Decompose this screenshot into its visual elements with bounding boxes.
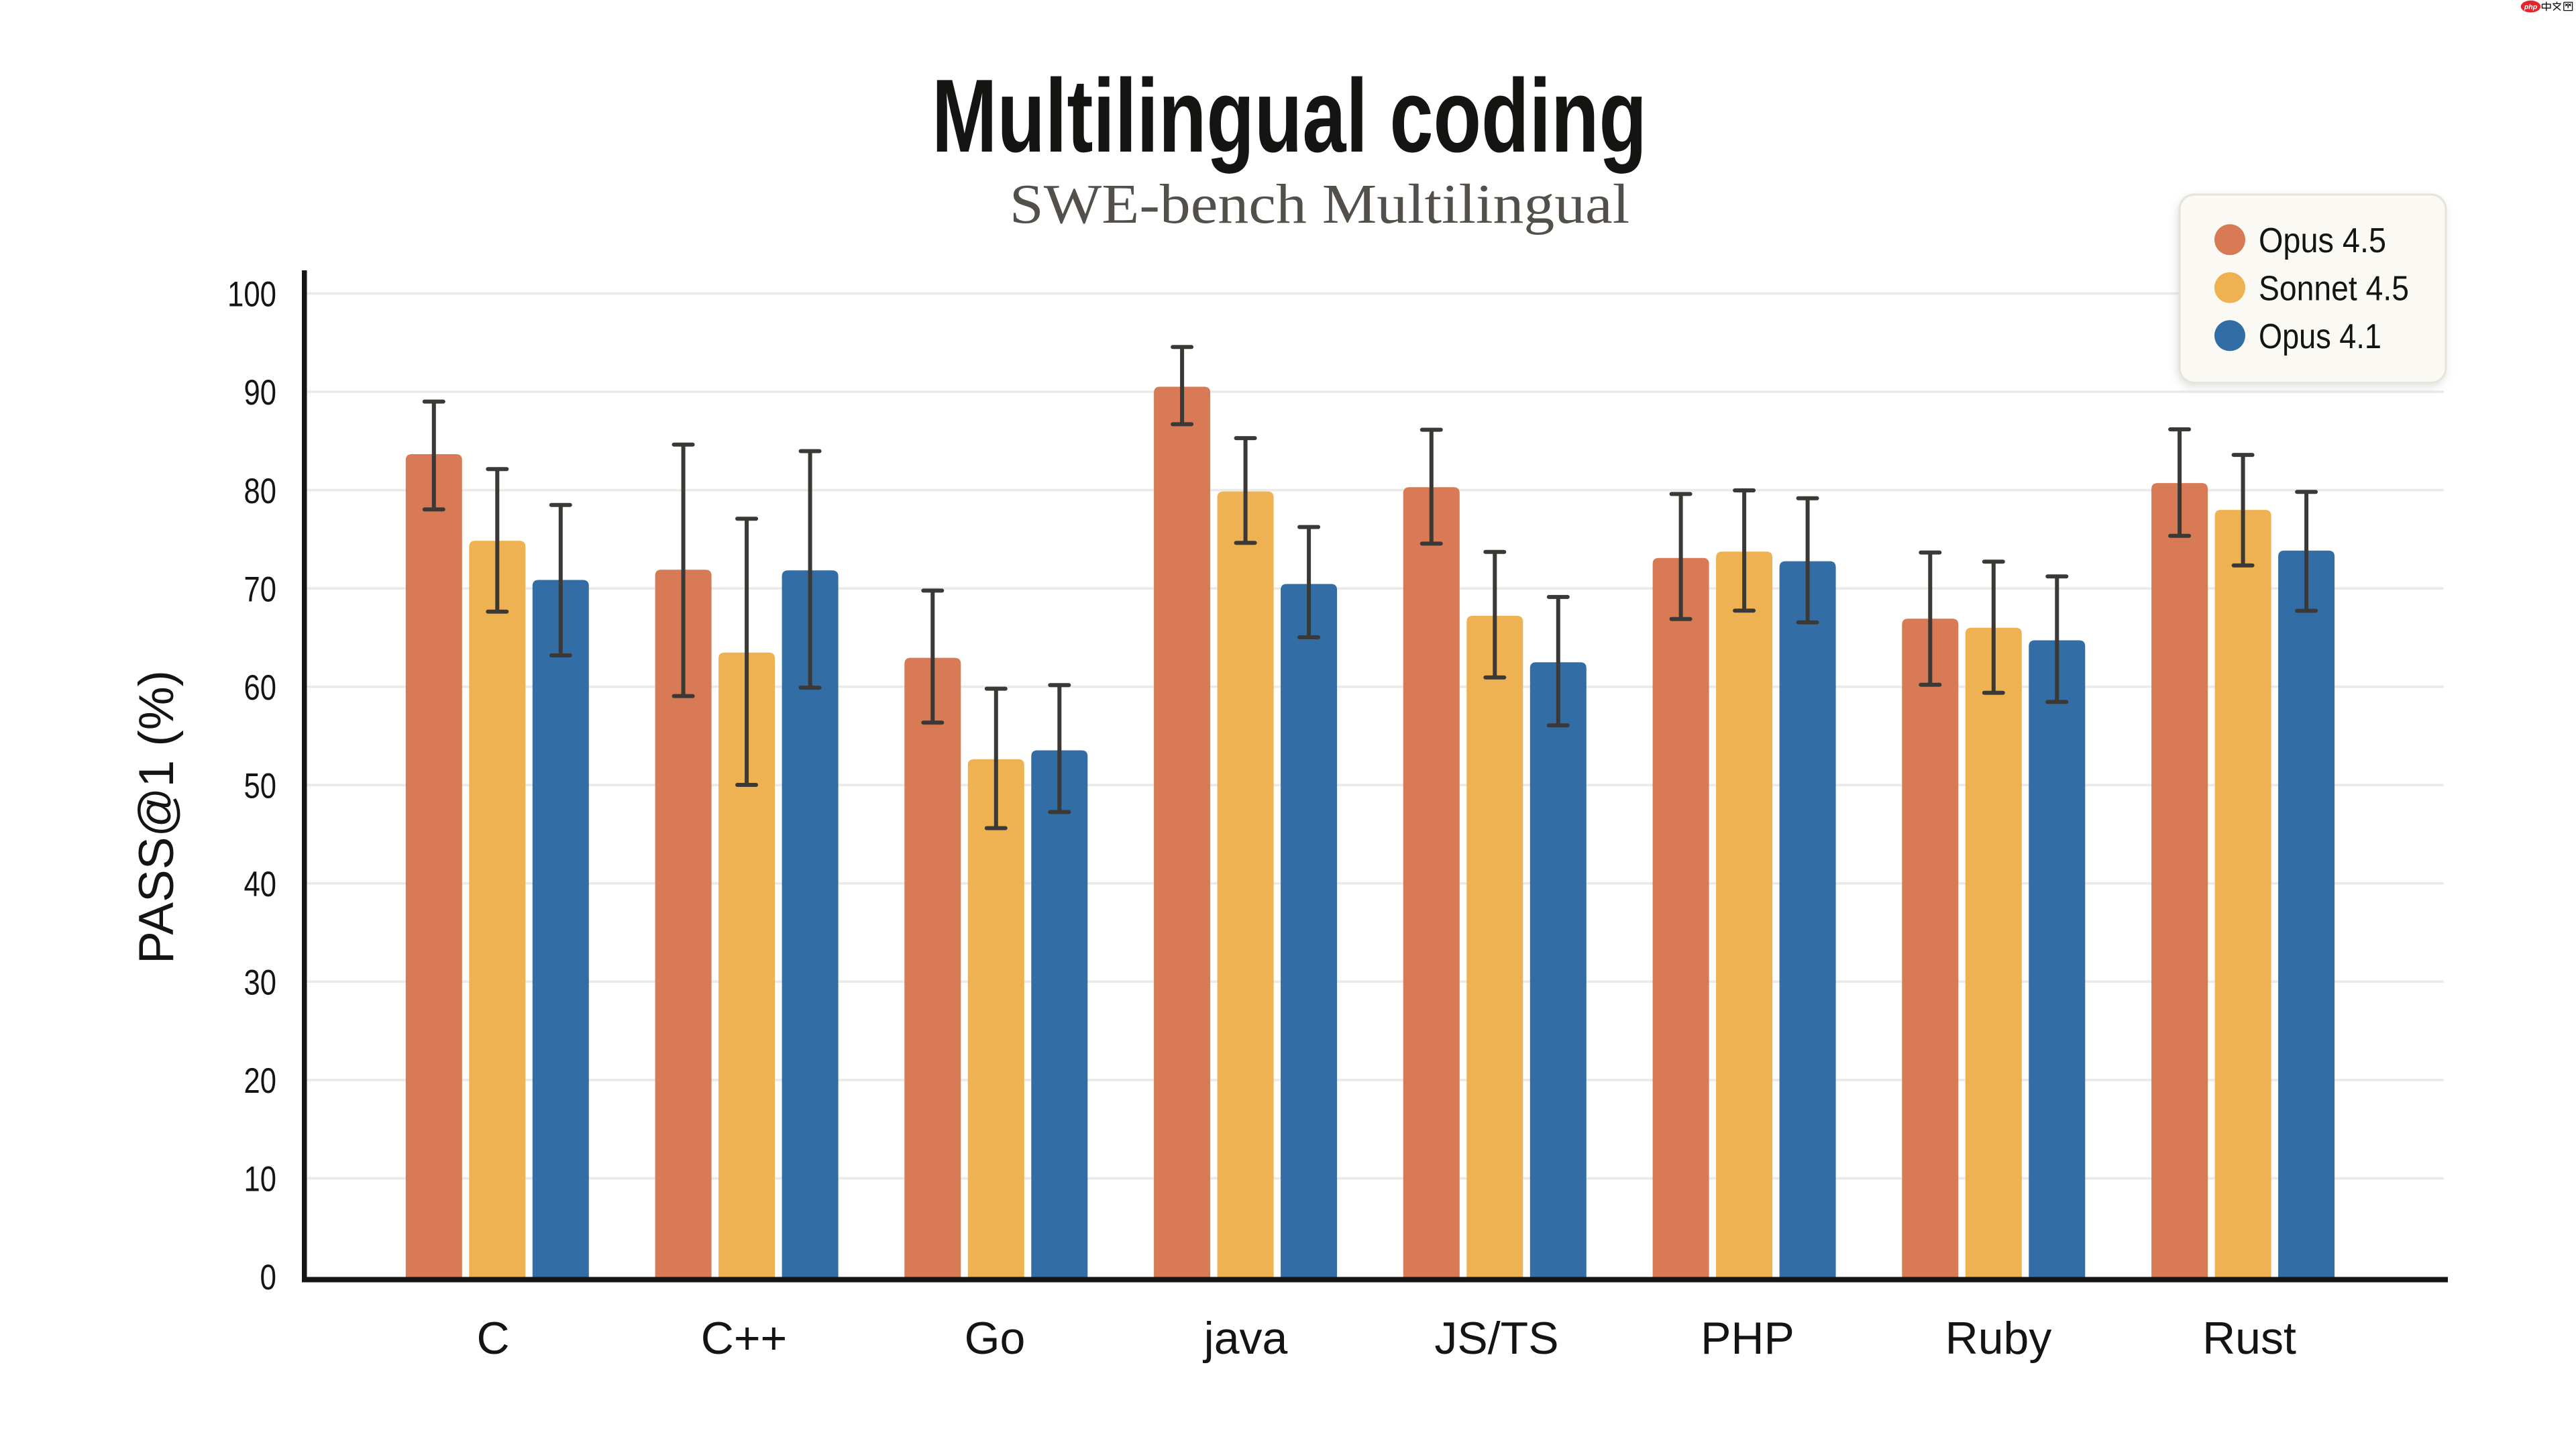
svg-text:50: 50 [244, 767, 277, 806]
svg-text:php: php [2524, 3, 2538, 11]
svg-text:Go: Go [965, 1313, 1026, 1364]
svg-text:Sonnet 4.5: Sonnet 4.5 [2259, 269, 2409, 308]
svg-text:40: 40 [244, 865, 277, 904]
svg-text:80: 80 [244, 472, 277, 511]
svg-text:Rust: Rust [2202, 1313, 2296, 1364]
svg-text:100: 100 [227, 275, 276, 315]
svg-text:PHP: PHP [1701, 1313, 1794, 1364]
svg-text:Multilingual coding: Multilingual coding [932, 58, 1647, 174]
svg-text:java: java [1203, 1313, 1288, 1364]
svg-text:70: 70 [244, 570, 277, 609]
svg-text:SWE-bench Multilingual: SWE-bench Multilingual [1010, 173, 1630, 235]
svg-text:20: 20 [244, 1061, 277, 1101]
svg-text:Opus 4.5: Opus 4.5 [2259, 221, 2386, 260]
svg-text:JS/TS: JS/TS [1434, 1313, 1558, 1364]
svg-text:0: 0 [260, 1258, 277, 1297]
svg-text:90: 90 [244, 373, 277, 413]
svg-text:C++: C++ [701, 1313, 788, 1364]
svg-text:PASS@1 (%): PASS@1 (%) [129, 670, 184, 964]
svg-text:10: 10 [244, 1160, 277, 1199]
svg-text:Opus 4.1: Opus 4.1 [2259, 317, 2381, 356]
svg-text:60: 60 [244, 668, 277, 708]
svg-text:C: C [476, 1313, 509, 1364]
svg-text:Ruby: Ruby [1945, 1313, 2052, 1364]
svg-text:30: 30 [244, 963, 277, 1003]
